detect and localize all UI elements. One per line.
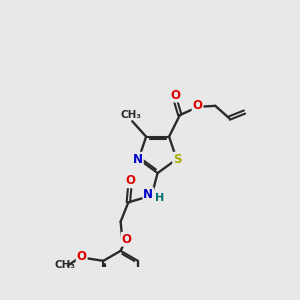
Text: O: O <box>122 233 132 246</box>
Text: O: O <box>77 250 87 263</box>
Text: CH₃: CH₃ <box>121 110 142 120</box>
Text: O: O <box>193 99 202 112</box>
Text: CH₃: CH₃ <box>54 260 75 271</box>
Text: O: O <box>170 88 180 102</box>
Text: N: N <box>143 188 153 201</box>
Text: N: N <box>133 153 143 166</box>
Text: S: S <box>173 153 182 166</box>
Text: H: H <box>154 194 164 203</box>
Text: O: O <box>126 174 136 187</box>
